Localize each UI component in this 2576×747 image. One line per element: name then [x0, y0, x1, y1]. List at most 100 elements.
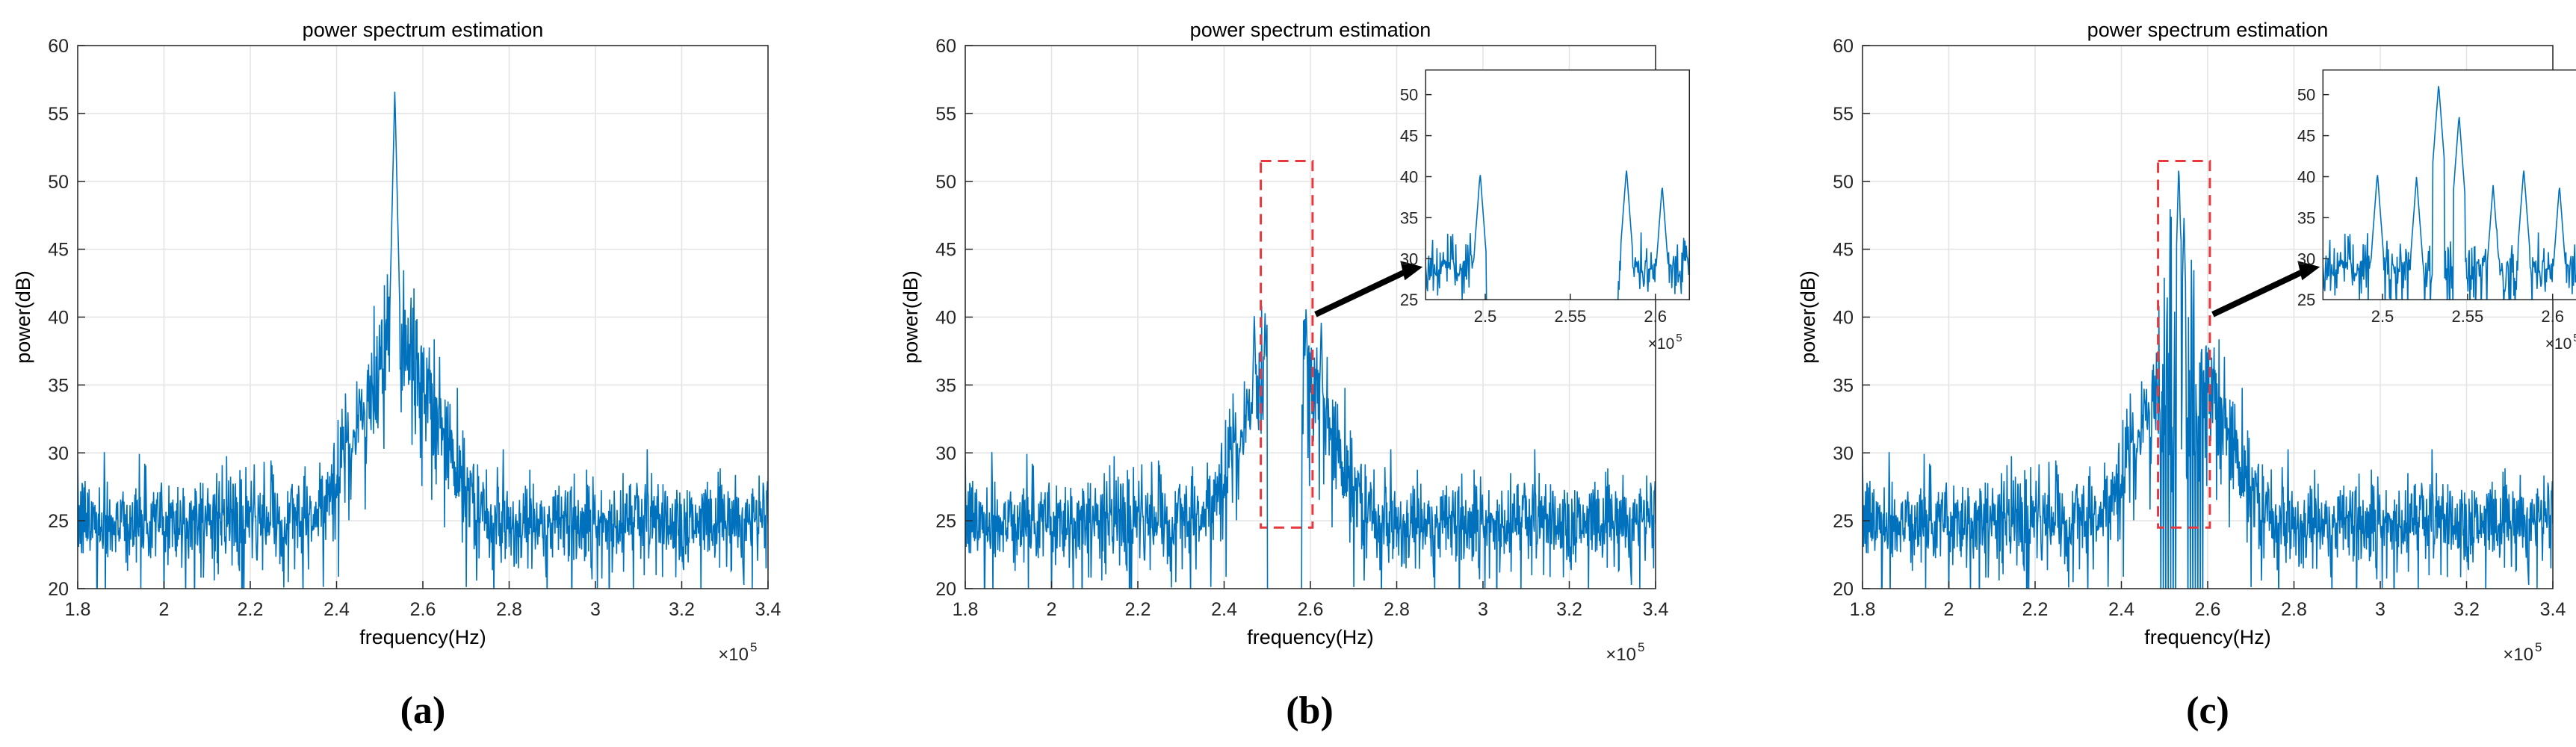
x-tick-label: 2.8 [2281, 599, 2307, 620]
chart-title: power spectrum estimation [1190, 19, 1431, 41]
x-multiplier: ×10 [1606, 645, 1636, 665]
y-tick-label: 35 [48, 375, 69, 396]
y-tick-label: 30 [48, 443, 69, 464]
chart-title: power spectrum estimation [303, 19, 544, 41]
inset-axes-box [1425, 69, 1691, 300]
y-tick-label: 50 [1833, 172, 1854, 193]
y-tick-label: 60 [935, 36, 956, 57]
inset-y-tick-label: 25 [1400, 291, 1418, 309]
x-tick-label: 2.2 [1125, 599, 1151, 620]
y-axis-label: power(dB) [12, 270, 34, 364]
inset-y-tick-label: 45 [2297, 127, 2315, 146]
x-tick-label: 2.8 [1384, 599, 1410, 620]
spectrum-series [1863, 170, 2553, 589]
panel-captions: (a) (b) (c) [400, 689, 2229, 732]
x-tick-label: 2 [1047, 599, 1057, 620]
x-tick-label: 2.8 [496, 599, 522, 620]
inset-y-tick-label: 50 [2297, 86, 2315, 105]
x-tick-label: 2.2 [238, 599, 264, 620]
x-tick-label: 2.6 [1298, 599, 1324, 620]
x-tick-label: 3.4 [2540, 599, 2566, 620]
x-tick-label: 2.4 [323, 599, 350, 620]
y-tick-label: 40 [48, 308, 69, 329]
inset-y-tick-label: 35 [2297, 208, 2315, 227]
zoom-arrow-shaft [2211, 268, 2306, 317]
x-multiplier: ×10 [718, 645, 749, 665]
inset-y-tick-label: 30 [1400, 249, 1418, 268]
y-tick-label: 25 [1833, 511, 1854, 532]
x-multiplier-exponent: 5 [1638, 640, 1644, 654]
panel-caption-a: (a) [400, 689, 446, 732]
x-tick-label: 2.6 [2195, 599, 2221, 620]
zoom-arrow-head [1400, 261, 1423, 281]
inset-x-tick-label: 2.6 [2541, 307, 2564, 326]
inset-series [1425, 170, 1690, 300]
inset-y-tick-label: 45 [1400, 127, 1418, 146]
zoom-arrow-head [2297, 261, 2320, 281]
x-tick-label: 3.2 [1556, 599, 1582, 620]
y-axis-label: power(dB) [1797, 270, 1819, 364]
inset-x-tick-label: 2.55 [1554, 307, 1586, 326]
x-tick-label: 2.2 [2022, 599, 2049, 620]
x-tick-label: 3 [2375, 599, 2385, 620]
x-tick-label: 1.8 [953, 599, 979, 620]
y-tick-label: 30 [1833, 443, 1854, 464]
y-tick-label: 25 [935, 511, 956, 532]
inset-y-tick-label: 25 [2297, 291, 2315, 309]
x-tick-label: 1.8 [1850, 599, 1876, 620]
y-tick-label: 45 [1833, 240, 1854, 261]
x-axis-label: frequency(Hz) [2144, 626, 2271, 648]
x-tick-label: 3.2 [669, 599, 695, 620]
x-axis-label: frequency(Hz) [359, 626, 486, 648]
x-tick-label: 3.4 [1643, 599, 1669, 620]
panel-b: 1.8 2 2.2 2.4 2.6 2.8 3 3.2 3.420253035404550556… [900, 19, 1691, 665]
x-multiplier: ×10 [2503, 645, 2533, 665]
inset-x-tick-label: 2.6 [1644, 307, 1667, 326]
y-tick-label: 30 [935, 443, 956, 464]
y-tick-label: 20 [1833, 579, 1854, 600]
y-tick-label: 60 [1833, 36, 1854, 57]
y-tick-label: 50 [48, 172, 69, 193]
y-tick-label: 35 [1833, 375, 1854, 396]
inset-x-multiplier: ×10 [2545, 335, 2572, 353]
y-tick-label: 40 [1833, 308, 1854, 329]
y-tick-label: 20 [935, 579, 956, 600]
x-tick-label: 3 [1478, 599, 1488, 620]
x-tick-label: 3.2 [2453, 599, 2480, 620]
x-tick-label: 3 [590, 599, 601, 620]
y-tick-label: 55 [1833, 104, 1854, 125]
zoom-arrow-shaft [1314, 268, 1408, 317]
panel-c: 1.8 2 2.2 2.4 2.6 2.8 3 3.2 3.420253035404550556… [1797, 19, 2576, 665]
inset-x-tick-label: 2.5 [2371, 307, 2394, 326]
spectrum-series [965, 306, 1656, 589]
inset-series [2323, 86, 2576, 300]
x-tick-label: 1.8 [65, 599, 91, 620]
x-multiplier-exponent: 5 [2535, 640, 2542, 654]
x-tick-label: 3.4 [755, 599, 781, 620]
inset-x-multiplier-exponent: 5 [2573, 332, 2576, 344]
y-tick-label: 40 [935, 308, 956, 329]
chart-title: power spectrum estimation [2087, 19, 2329, 41]
y-tick-label: 45 [48, 240, 69, 261]
y-axis-label: power(dB) [900, 270, 922, 364]
x-axis-label: frequency(Hz) [1247, 626, 1374, 648]
panel-a: 1.8 2 2.2 2.4 2.6 2.8 3 3.2 3.4 20 25 30 35 40 45 50 55 6… [12, 19, 781, 665]
y-tick-label: 60 [48, 36, 69, 57]
panel-caption-c: (c) [2186, 689, 2229, 732]
y-tick-label: 20 [48, 579, 69, 600]
y-tick-label: 55 [48, 104, 69, 125]
x-tick-label: 2.6 [410, 599, 436, 620]
y-tick-label: 35 [935, 375, 956, 396]
x-tick-label: 2.4 [1211, 599, 1237, 620]
inset-axes-box [2322, 69, 2576, 300]
y-tick-label: 25 [48, 511, 69, 532]
inset-y-tick-label: 30 [2297, 249, 2315, 268]
inset-y-tick-label: 40 [1400, 167, 1418, 186]
x-multiplier-exponent: 5 [750, 640, 757, 654]
panel-caption-b: (b) [1286, 689, 1334, 732]
spectrum-series [78, 91, 768, 589]
inset-x-multiplier-exponent: 5 [1676, 332, 1682, 344]
inset-y-tick-label: 50 [1400, 86, 1418, 105]
highlight-box [2157, 159, 2211, 529]
